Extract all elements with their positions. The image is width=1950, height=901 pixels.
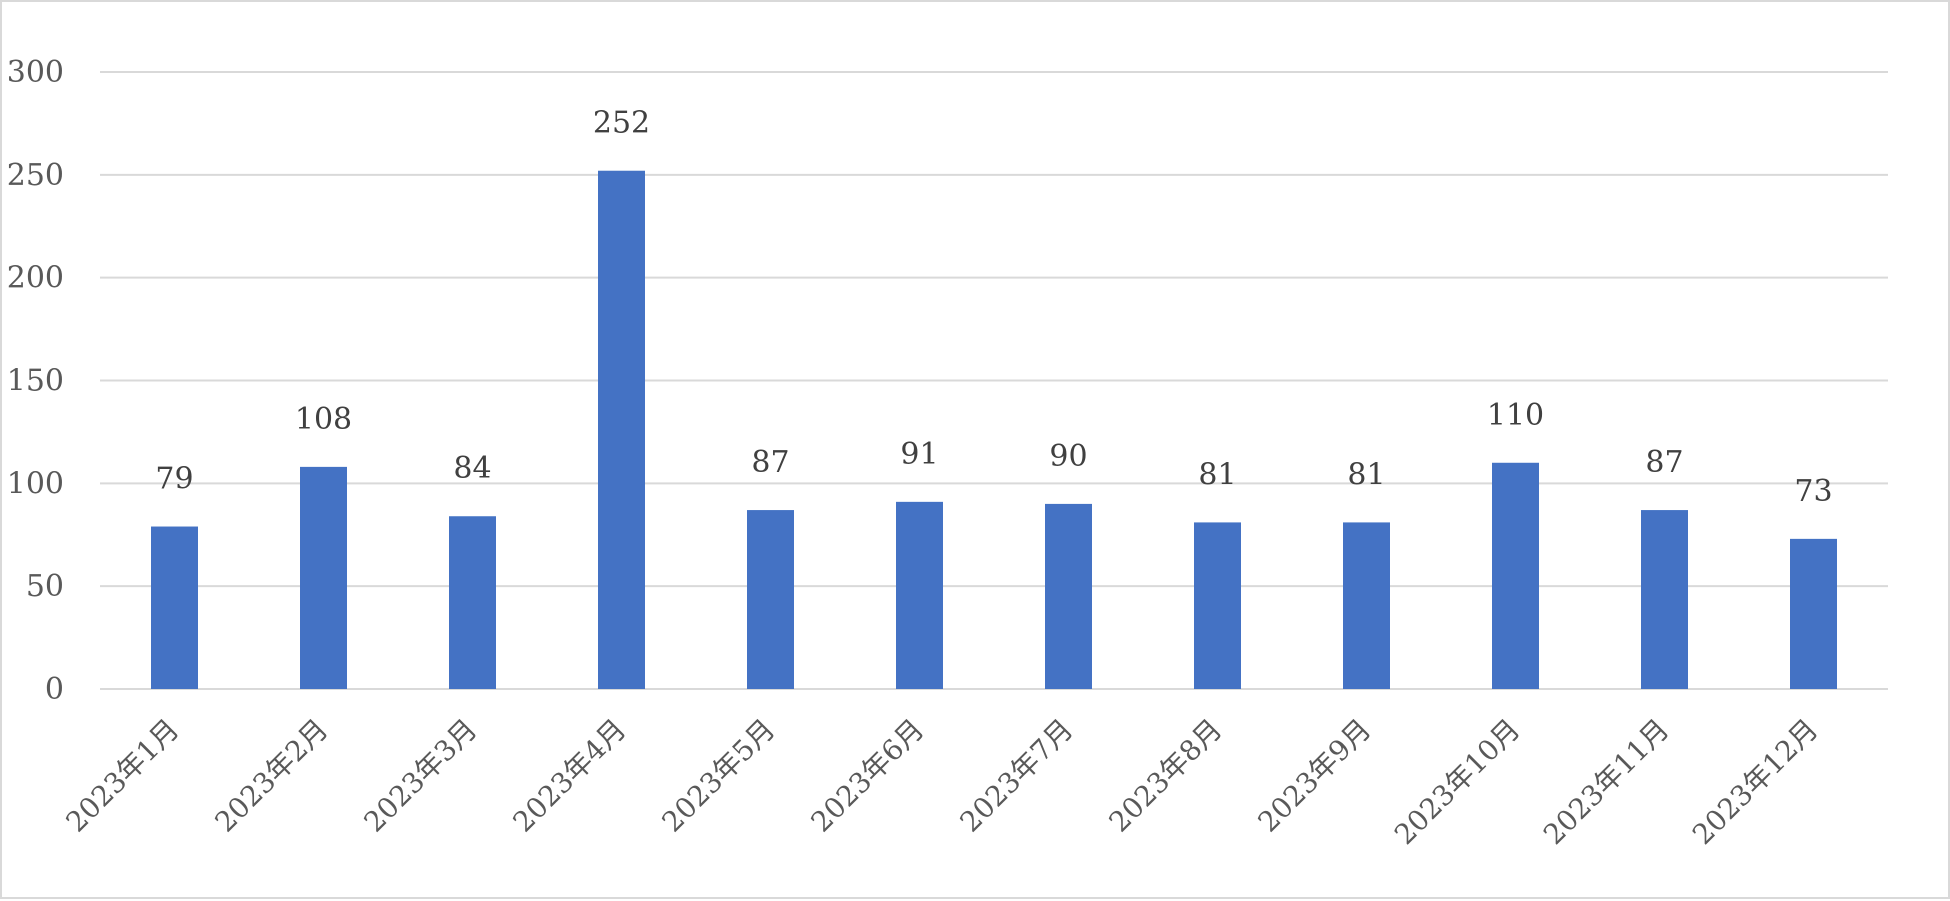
data-label: 110 [1487, 398, 1544, 433]
y-tick-label: 50 [26, 569, 64, 604]
bar [1790, 538, 1837, 689]
data-label: 252 [593, 106, 650, 141]
data-label: 87 [1645, 445, 1683, 480]
x-tick-label: 2023年3月 [358, 713, 484, 839]
data-label: 84 [453, 451, 491, 486]
bar [1641, 510, 1688, 689]
bar [1492, 462, 1539, 689]
x-tick-label: 2023年1月 [60, 713, 186, 839]
x-tick-label: 2023年12月 [1686, 713, 1825, 852]
bar [896, 501, 943, 689]
y-tick-label: 300 [7, 55, 64, 90]
y-tick-label: 250 [7, 158, 64, 193]
x-tick-label: 2023年8月 [1103, 713, 1229, 839]
x-tick-label: 2023年5月 [656, 713, 782, 839]
data-label: 87 [751, 445, 789, 480]
x-tick-label: 2023年9月 [1252, 713, 1378, 839]
data-label: 79 [155, 462, 193, 497]
bar [1045, 503, 1092, 689]
y-tick-label: 150 [7, 364, 64, 399]
data-label: 81 [1198, 457, 1236, 492]
x-tick-label: 2023年10月 [1388, 713, 1527, 852]
y-tick-label: 100 [7, 466, 64, 501]
bar [151, 526, 198, 689]
data-label: 91 [900, 437, 938, 472]
y-tick-label: 0 [45, 672, 64, 707]
y-tick-label: 200 [7, 261, 64, 296]
data-label: 108 [295, 402, 352, 437]
x-tick-label: 2023年6月 [805, 713, 931, 839]
x-tick-label: 2023年4月 [507, 713, 633, 839]
bar [300, 466, 347, 689]
data-label: 90 [1049, 439, 1087, 474]
bar [449, 516, 496, 689]
bar [598, 170, 645, 690]
data-label: 73 [1794, 474, 1832, 509]
data-label: 81 [1347, 457, 1385, 492]
bar [747, 510, 794, 689]
x-tick-label: 2023年2月 [209, 713, 335, 839]
x-tick-label: 2023年11月 [1537, 713, 1676, 852]
bar [1343, 522, 1390, 689]
bar [1194, 522, 1241, 689]
x-tick-label: 2023年7月 [954, 713, 1080, 839]
